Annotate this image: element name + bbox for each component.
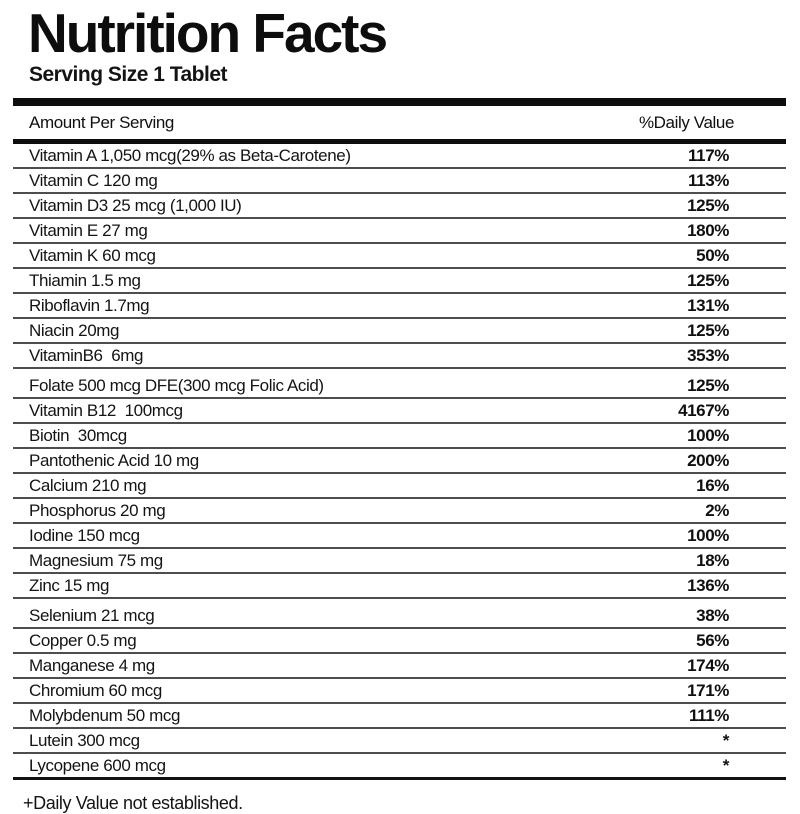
table-row: VitaminB6 6mg 353% — [13, 344, 786, 369]
daily-value: 174% — [687, 656, 729, 675]
table-row: Vitamin A 1,050 mcg(29% as Beta-Carotene… — [13, 144, 786, 169]
table-row: Riboflavin 1.7mg 131% — [13, 294, 786, 319]
nutrient-name: Vitamin C 120 mg — [29, 171, 158, 190]
daily-value: 131% — [687, 296, 729, 315]
table-row: Magnesium 75 mg 18% — [13, 549, 786, 574]
nutrient-name: Lutein 300 mcg — [29, 731, 140, 750]
nutrient-name: Folate 500 mcg DFE(300 mcg Folic Acid) — [29, 376, 324, 395]
table-row: Molybdenum 50 mcg 111% — [13, 704, 786, 729]
daily-value: 100% — [687, 526, 729, 545]
nutrient-name: Riboflavin 1.7mg — [29, 296, 150, 315]
daily-value: 125% — [687, 196, 729, 215]
daily-value: 18% — [696, 551, 729, 570]
nutrient-name: Molybdenum 50 mcg — [29, 706, 180, 725]
amount-per-serving-label: Amount Per Serving — [29, 112, 174, 132]
nutrition-facts-label: Nutrition Facts Serving Size 1 Tablet Am… — [13, 0, 786, 814]
nutrient-name: Calcium 210 mg — [29, 476, 147, 495]
table-row: Vitamin K 60 mcg 50% — [13, 244, 786, 269]
nutrient-name: Pantothenic Acid 10 mg — [29, 451, 199, 470]
nutrient-name: Chromium 60 mcg — [29, 681, 162, 700]
nutrient-name: Copper 0.5 mg — [29, 631, 137, 650]
nutrient-name: Lycopene 600 mcg — [29, 756, 166, 775]
nutrient-name: Vitamin A 1,050 mcg(29% as Beta-Carotene… — [29, 146, 351, 165]
nutrient-name: Magnesium 75 mg — [29, 551, 163, 570]
table-header-row: Amount Per Serving %Daily Value — [13, 106, 786, 139]
daily-value: 125% — [687, 376, 729, 395]
nutrient-name: Zinc 15 mg — [29, 576, 110, 595]
daily-value: 56% — [696, 631, 729, 650]
table-row: Vitamin E 27 mg 180% — [13, 219, 786, 244]
table-row: Chromium 60 mcg 171% — [13, 679, 786, 704]
nutrient-name: Vitamin E 27 mg — [29, 221, 148, 240]
daily-value: 111% — [688, 706, 729, 725]
nutrient-name: Niacin 20mg — [29, 321, 120, 340]
nutrient-name: VitaminB6 6mg — [29, 346, 144, 365]
nutrient-name: Vitamin D3 25 mcg (1,000 IU) — [29, 196, 242, 215]
daily-value: * — [722, 731, 730, 750]
nutrient-name: Iodine 150 mcg — [29, 526, 140, 545]
nutrient-name: Selenium 21 mcg — [29, 606, 155, 625]
table-row: Biotin 30mcg 100% — [13, 424, 786, 449]
table-row: Pantothenic Acid 10 mg 200% — [13, 449, 786, 474]
daily-value: 136% — [687, 576, 729, 595]
nutrient-name: Biotin 30mcg — [29, 426, 127, 445]
table-row: Thiamin 1.5 mg 125% — [13, 269, 786, 294]
serving-size: Serving Size 1 Tablet — [29, 63, 228, 86]
daily-value: 16% — [696, 476, 729, 495]
daily-value: 100% — [687, 426, 729, 445]
table-row: Niacin 20mg 125% — [13, 319, 786, 344]
table-row: Vitamin B12 100mcg 4167% — [13, 399, 786, 424]
top-divider-bar — [13, 98, 786, 106]
daily-value: 117% — [688, 146, 729, 165]
nutrient-name: Vitamin K 60 mcg — [29, 246, 156, 265]
daily-value: 38% — [696, 606, 729, 625]
daily-value: 200% — [687, 451, 729, 470]
table-row: Folate 500 mcg DFE(300 mcg Folic Acid) 12… — [13, 369, 786, 399]
daily-value-footnote: +Daily Value not established. — [23, 793, 243, 813]
daily-value: 353% — [687, 346, 729, 365]
table-row: Zinc 15 mg 136% — [13, 574, 786, 599]
label-title: Nutrition Facts — [28, 2, 388, 64]
nutrient-name: Phosphorus 20 mg — [29, 501, 166, 520]
daily-value: 4167% — [678, 401, 729, 420]
daily-value: 171% — [687, 681, 729, 700]
daily-value: 50% — [696, 246, 729, 265]
nutrient-name: Manganese 4 mg — [29, 656, 155, 675]
table-row: Copper 0.5 mg 56% — [13, 629, 786, 654]
table-row: Iodine 150 mcg 100% — [13, 524, 786, 549]
daily-value-label: %Daily Value — [638, 112, 734, 132]
table-row: Lycopene 600 mcg * — [13, 754, 786, 780]
nutrient-name: Vitamin B12 100mcg — [29, 401, 183, 420]
nutrient-name: Thiamin 1.5 mg — [29, 271, 141, 290]
daily-value: 180% — [687, 221, 729, 240]
nutrition-table-body: Vitamin A 1,050 mcg(29% as Beta-Carotene… — [13, 144, 786, 780]
header-divider-bar — [13, 139, 786, 144]
table-row: Manganese 4 mg 174% — [13, 654, 786, 679]
daily-value: 125% — [687, 271, 729, 290]
daily-value: 113% — [688, 171, 729, 190]
daily-value: * — [722, 756, 730, 775]
table-row: Vitamin D3 25 mcg (1,000 IU) 125% — [13, 194, 786, 219]
table-row: Vitamin C 120 mg 113% — [13, 169, 786, 194]
table-row: Lutein 300 mcg * — [13, 729, 786, 754]
table-row: Selenium 21 mcg 38% — [13, 599, 786, 629]
daily-value: 2% — [705, 501, 729, 520]
table-row: Calcium 210 mg 16% — [13, 474, 786, 499]
table-row: Phosphorus 20 mg 2% — [13, 499, 786, 524]
daily-value: 125% — [687, 321, 729, 340]
